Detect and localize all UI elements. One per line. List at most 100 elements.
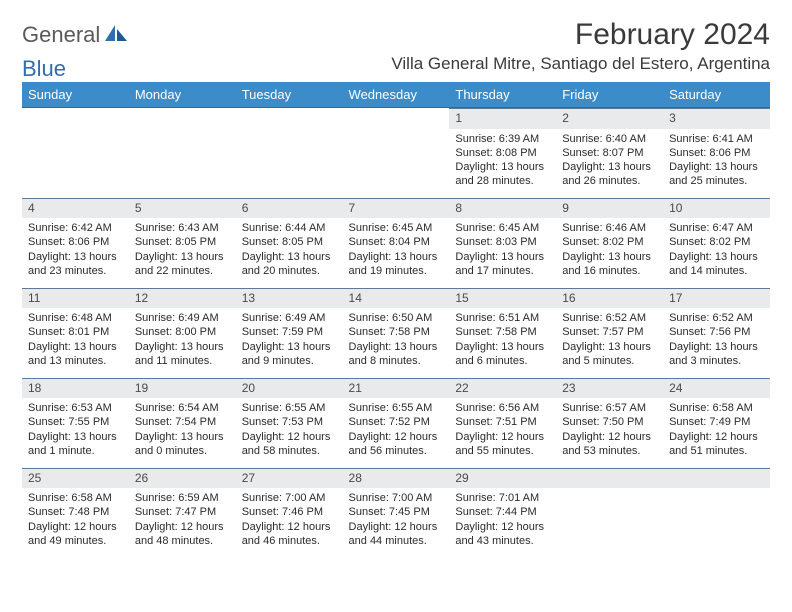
calendar-cell: 13Sunrise: 6:49 AMSunset: 7:59 PMDayligh… <box>236 288 343 378</box>
calendar-cell: 22Sunrise: 6:56 AMSunset: 7:51 PMDayligh… <box>449 378 556 468</box>
calendar-cell: 5Sunrise: 6:43 AMSunset: 8:05 PMDaylight… <box>129 198 236 288</box>
day-body: Sunrise: 6:55 AMSunset: 7:52 PMDaylight:… <box>343 398 450 464</box>
day-body: Sunrise: 6:58 AMSunset: 7:49 PMDaylight:… <box>663 398 770 464</box>
day-line-d2: and 3 minutes. <box>669 354 764 368</box>
day-line-sr: Sunrise: 6:51 AM <box>455 311 550 325</box>
day-number: 20 <box>236 378 343 399</box>
day-body: Sunrise: 6:47 AMSunset: 8:02 PMDaylight:… <box>663 218 770 284</box>
calendar-cell <box>129 108 236 198</box>
calendar-cell: 7Sunrise: 6:45 AMSunset: 8:04 PMDaylight… <box>343 198 450 288</box>
day-number: 9 <box>556 198 663 219</box>
day-line-ss: Sunset: 7:44 PM <box>455 505 550 519</box>
day-line-sr: Sunrise: 6:40 AM <box>562 132 657 146</box>
day-line-ss: Sunset: 7:51 PM <box>455 415 550 429</box>
day-line-d1: Daylight: 13 hours <box>242 250 337 264</box>
day-number: 18 <box>22 378 129 399</box>
day-body: Sunrise: 6:39 AMSunset: 8:08 PMDaylight:… <box>449 129 556 195</box>
day-line-d1: Daylight: 13 hours <box>669 250 764 264</box>
day-line-sr: Sunrise: 7:00 AM <box>349 491 444 505</box>
day-line-d1: Daylight: 13 hours <box>242 340 337 354</box>
day-number: 15 <box>449 288 556 309</box>
day-body: Sunrise: 6:56 AMSunset: 7:51 PMDaylight:… <box>449 398 556 464</box>
day-line-ss: Sunset: 8:00 PM <box>135 325 230 339</box>
day-number: 12 <box>129 288 236 309</box>
calendar-cell: 9Sunrise: 6:46 AMSunset: 8:02 PMDaylight… <box>556 198 663 288</box>
day-line-sr: Sunrise: 6:54 AM <box>135 401 230 415</box>
calendar-cell: 12Sunrise: 6:49 AMSunset: 8:00 PMDayligh… <box>129 288 236 378</box>
calendar-cell: 23Sunrise: 6:57 AMSunset: 7:50 PMDayligh… <box>556 378 663 468</box>
weekday-header: Wednesday <box>343 82 450 108</box>
day-line-d1: Daylight: 13 hours <box>455 340 550 354</box>
day-body: Sunrise: 6:58 AMSunset: 7:48 PMDaylight:… <box>22 488 129 554</box>
day-body: Sunrise: 6:55 AMSunset: 7:53 PMDaylight:… <box>236 398 343 464</box>
day-line-sr: Sunrise: 6:45 AM <box>455 221 550 235</box>
day-line-d1: Daylight: 12 hours <box>135 520 230 534</box>
calendar-cell: 11Sunrise: 6:48 AMSunset: 8:01 PMDayligh… <box>22 288 129 378</box>
day-line-ss: Sunset: 8:02 PM <box>669 235 764 249</box>
day-number: 7 <box>343 198 450 219</box>
day-line-d1: Daylight: 13 hours <box>28 250 123 264</box>
calendar-cell: 21Sunrise: 6:55 AMSunset: 7:52 PMDayligh… <box>343 378 450 468</box>
calendar-cell: 1Sunrise: 6:39 AMSunset: 8:08 PMDaylight… <box>449 108 556 198</box>
day-line-sr: Sunrise: 6:42 AM <box>28 221 123 235</box>
day-body: Sunrise: 6:59 AMSunset: 7:47 PMDaylight:… <box>129 488 236 554</box>
calendar-cell: 20Sunrise: 6:55 AMSunset: 7:53 PMDayligh… <box>236 378 343 468</box>
day-line-d2: and 6 minutes. <box>455 354 550 368</box>
day-line-d2: and 46 minutes. <box>242 534 337 548</box>
day-line-d1: Daylight: 13 hours <box>455 250 550 264</box>
day-line-sr: Sunrise: 6:44 AM <box>242 221 337 235</box>
day-number: 27 <box>236 468 343 489</box>
day-line-sr: Sunrise: 6:48 AM <box>28 311 123 325</box>
day-line-d1: Daylight: 12 hours <box>669 430 764 444</box>
day-body: Sunrise: 6:52 AMSunset: 7:57 PMDaylight:… <box>556 308 663 374</box>
day-number: 5 <box>129 198 236 219</box>
day-line-ss: Sunset: 7:58 PM <box>349 325 444 339</box>
day-line-ss: Sunset: 8:06 PM <box>28 235 123 249</box>
calendar-cell: 18Sunrise: 6:53 AMSunset: 7:55 PMDayligh… <box>22 378 129 468</box>
day-line-ss: Sunset: 7:47 PM <box>135 505 230 519</box>
day-line-d2: and 23 minutes. <box>28 264 123 278</box>
weekday-header: Monday <box>129 82 236 108</box>
day-line-ss: Sunset: 7:49 PM <box>669 415 764 429</box>
day-line-d2: and 19 minutes. <box>349 264 444 278</box>
day-line-ss: Sunset: 8:03 PM <box>455 235 550 249</box>
day-line-sr: Sunrise: 6:55 AM <box>349 401 444 415</box>
day-line-d1: Daylight: 12 hours <box>455 520 550 534</box>
day-line-d2: and 58 minutes. <box>242 444 337 458</box>
day-body: Sunrise: 6:41 AMSunset: 8:06 PMDaylight:… <box>663 129 770 195</box>
day-body: Sunrise: 6:46 AMSunset: 8:02 PMDaylight:… <box>556 218 663 284</box>
day-body: Sunrise: 6:45 AMSunset: 8:04 PMDaylight:… <box>343 218 450 284</box>
day-number: 23 <box>556 378 663 399</box>
day-number: 14 <box>343 288 450 309</box>
day-body: Sunrise: 6:49 AMSunset: 7:59 PMDaylight:… <box>236 308 343 374</box>
calendar-cell: 14Sunrise: 6:50 AMSunset: 7:58 PMDayligh… <box>343 288 450 378</box>
day-line-d2: and 55 minutes. <box>455 444 550 458</box>
weekday-header: Sunday <box>22 82 129 108</box>
day-line-ss: Sunset: 8:04 PM <box>349 235 444 249</box>
calendar-cell: 8Sunrise: 6:45 AMSunset: 8:03 PMDaylight… <box>449 198 556 288</box>
day-line-sr: Sunrise: 6:39 AM <box>455 132 550 146</box>
day-line-ss: Sunset: 7:56 PM <box>669 325 764 339</box>
weekday-header: Saturday <box>663 82 770 108</box>
day-line-sr: Sunrise: 6:59 AM <box>135 491 230 505</box>
calendar-cell <box>22 108 129 198</box>
day-line-ss: Sunset: 8:05 PM <box>135 235 230 249</box>
calendar-cell: 4 Sunrise: 6:42 AMSunset: 8:06 PMDaylight… <box>22 198 129 288</box>
day-line-d1: Daylight: 13 hours <box>28 430 123 444</box>
day-body: Sunrise: 6:53 AMSunset: 7:55 PMDaylight:… <box>22 398 129 464</box>
logo-text-general: General <box>22 22 100 48</box>
day-line-d1: Daylight: 12 hours <box>349 520 444 534</box>
day-line-d1: Daylight: 13 hours <box>562 250 657 264</box>
calendar-cell: 26Sunrise: 6:59 AMSunset: 7:47 PMDayligh… <box>129 468 236 558</box>
day-line-sr: Sunrise: 6:50 AM <box>349 311 444 325</box>
day-line-ss: Sunset: 8:06 PM <box>669 146 764 160</box>
day-line-ss: Sunset: 7:55 PM <box>28 415 123 429</box>
calendar-cell: 28Sunrise: 7:00 AMSunset: 7:45 PMDayligh… <box>343 468 450 558</box>
logo-sail-icon <box>103 23 129 48</box>
day-line-d2: and 48 minutes. <box>135 534 230 548</box>
day-line-d1: Daylight: 13 hours <box>135 340 230 354</box>
day-body: Sunrise: 6:52 AMSunset: 7:56 PMDaylight:… <box>663 308 770 374</box>
day-number: 4 <box>22 198 129 219</box>
calendar-cell: 15Sunrise: 6:51 AMSunset: 7:58 PMDayligh… <box>449 288 556 378</box>
day-number: 10 <box>663 198 770 219</box>
